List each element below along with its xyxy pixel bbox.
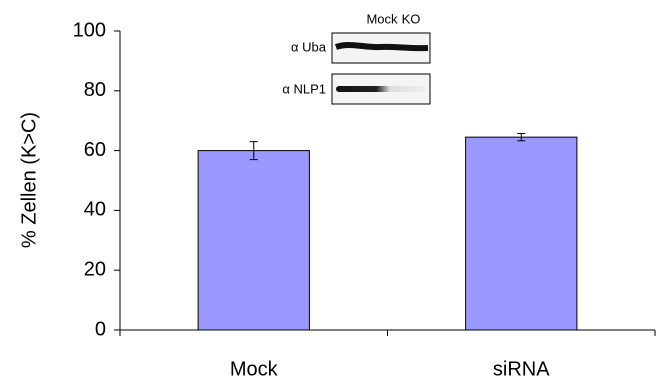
y-tick-label: 40	[84, 199, 106, 221]
x-tick-label: Mock	[230, 358, 279, 380]
y-tick-label: 20	[84, 258, 106, 280]
y-tick-label: 60	[84, 139, 106, 161]
inset-blot-label: α NLP1	[282, 81, 326, 96]
y-tick-label: 80	[84, 79, 106, 101]
x-tick-label: siRNA	[493, 358, 550, 380]
inset-blot-label: α Uba	[291, 39, 327, 54]
inset-blot	[332, 33, 430, 104]
inset-lane-label: Mock	[366, 11, 398, 26]
bar	[466, 137, 577, 330]
chart: % Zellen (K>C) 0 20 40 60 80 100 Mock siRNA Mock…	[0, 0, 661, 383]
inset-lane-label: KO	[402, 11, 421, 26]
y-axis-title: % Zellen (K>C)	[18, 112, 40, 248]
blot-band	[336, 86, 426, 92]
y-tick-label: 0	[95, 318, 106, 340]
y-tick-label: 100	[73, 19, 106, 41]
blot-band	[336, 45, 428, 48]
bar	[198, 151, 309, 330]
